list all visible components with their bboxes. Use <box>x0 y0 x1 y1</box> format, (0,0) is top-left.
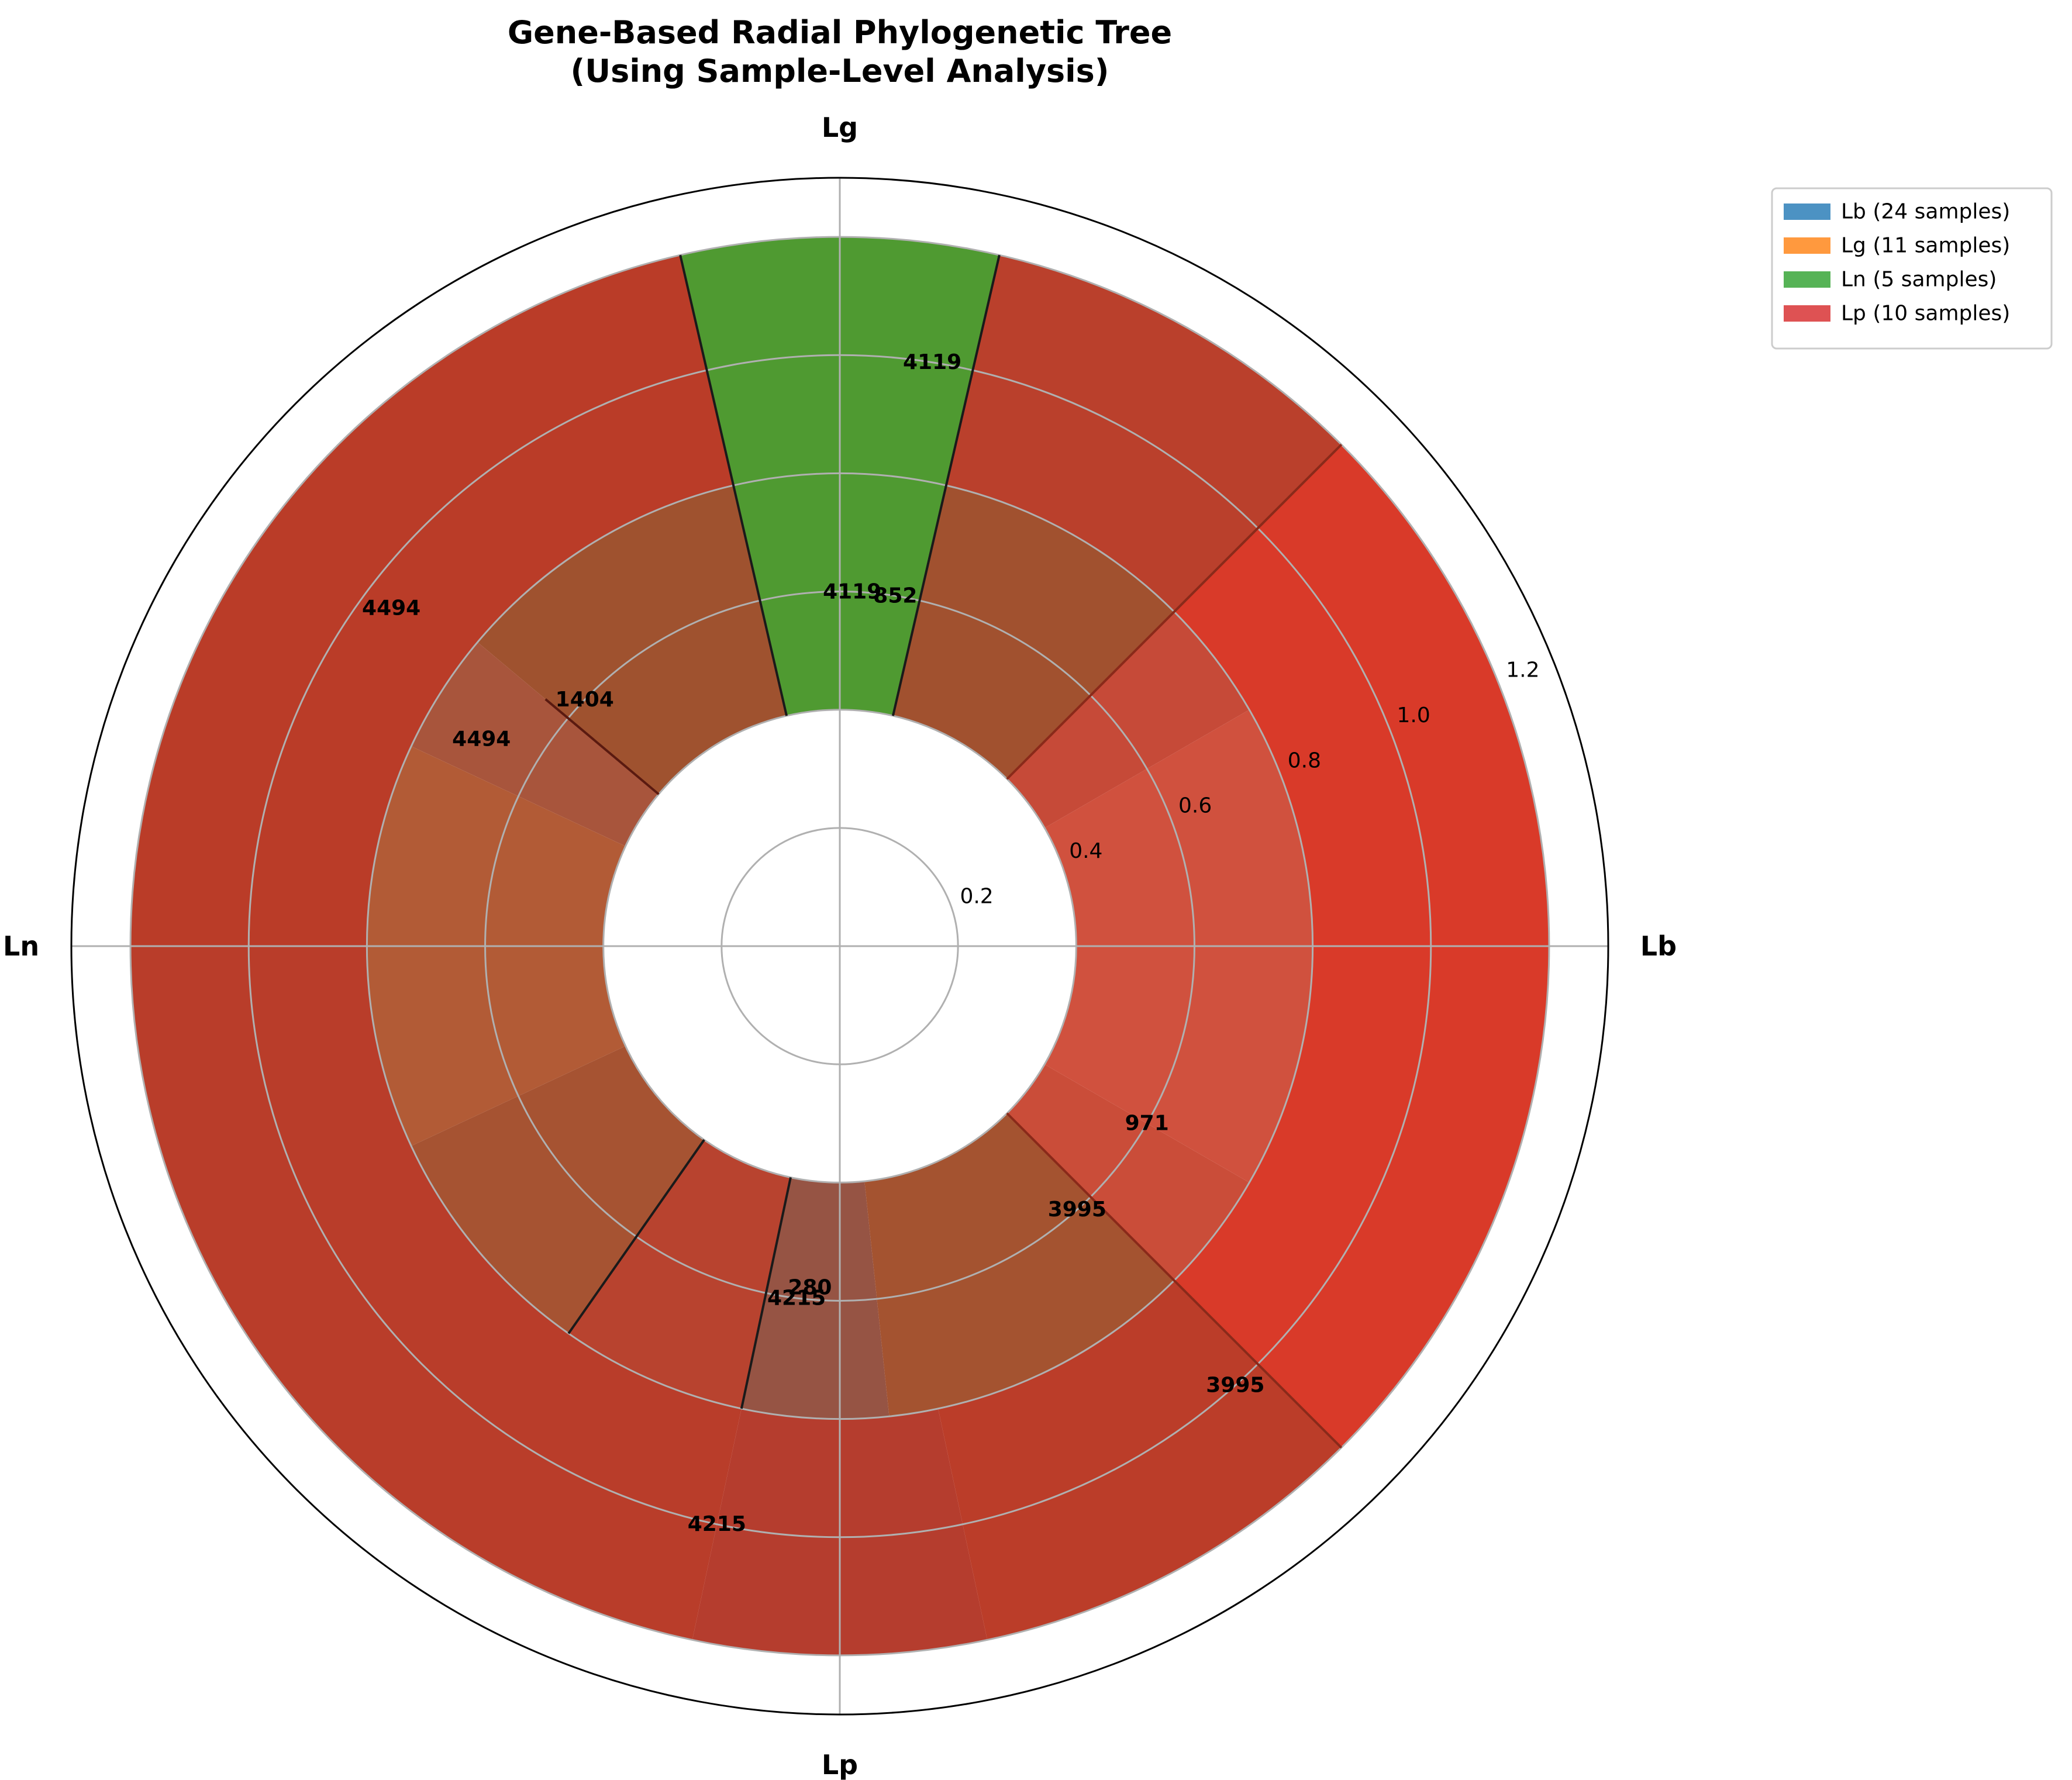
data-label-1: 4119 <box>823 579 881 603</box>
wedge-lg-ln-inner-left <box>477 485 787 795</box>
branch-line-3 <box>544 698 660 795</box>
legend-label-0: Lb (24 samples) <box>1841 200 2010 224</box>
theta-label-lg: Lg <box>822 112 858 143</box>
data-label-2: 852 <box>873 584 917 608</box>
legend-swatch-1 <box>1784 237 1830 254</box>
branch-line-1 <box>892 254 1001 716</box>
r-tick-label-0: 0.2 <box>960 884 993 908</box>
wedge-ln-lp-outer <box>130 946 742 1640</box>
r-tick-label-3: 0.8 <box>1288 748 1321 772</box>
chart-title: Gene-Based Radial Phylogenetic Tree (Usi… <box>508 14 1172 89</box>
wedge-lp-inner-left <box>568 1140 791 1409</box>
r-tick-label-4: 1.0 <box>1397 703 1430 727</box>
legend-swatch-3 <box>1784 305 1830 322</box>
theta-labels-layer: Lb Lg Ln Lp <box>3 112 1677 1780</box>
wedge-lp-lb-outer <box>938 1280 1342 1640</box>
branch-line-5 <box>740 1177 792 1409</box>
legend-label-3: Lp (10 samples) <box>1841 302 2010 326</box>
legend: Lb (24 samples) Lg (11 samples) Ln (5 samp… <box>1771 187 2053 350</box>
wedge-ln-inner-band <box>411 642 659 847</box>
wedge-lb-band-top <box>1006 612 1250 828</box>
grid-layer <box>70 177 1609 1716</box>
wedge-lg-lp-outer-right <box>946 255 1342 612</box>
wedge-lb-band <box>1006 1064 1250 1281</box>
data-label-6: 971 <box>1125 1112 1169 1136</box>
wedge-lg-ln-outer-left <box>130 255 734 946</box>
legend-frame <box>1771 187 2053 350</box>
data-label-9: 4215 <box>767 1286 826 1310</box>
legend-swatch-0 <box>1784 203 1830 220</box>
theta-label-lp: Lp <box>822 1749 858 1780</box>
data-labels-layer: 4119411985244941404449497139953995421528… <box>362 350 1264 1536</box>
theta-label-lb: Lb <box>1640 930 1677 962</box>
branch-line-0 <box>1006 443 1343 780</box>
chart-title-line-2: (Using Sample-Level Analysis) <box>571 53 1109 89</box>
outer-frame-circle <box>70 177 1609 1716</box>
theta-label-ln: Ln <box>3 930 39 962</box>
legend-swatch-2 <box>1784 271 1830 288</box>
data-label-3: 4494 <box>362 596 420 620</box>
wedge-lp-inner-right <box>864 1113 1174 1417</box>
chart-title-line-1: Gene-Based Radial Phylogenetic Tree <box>508 14 1172 51</box>
legend-label-1: Lg (11 samples) <box>1841 234 2010 258</box>
r-tick-label-2: 0.6 <box>1178 794 1212 818</box>
branch-line-6 <box>1006 1112 1343 1449</box>
data-label-7: 3995 <box>1048 1198 1106 1222</box>
branch-line-4 <box>567 1139 705 1334</box>
data-label-0: 4119 <box>903 350 961 374</box>
data-label-4: 1404 <box>556 688 614 712</box>
data-label-8: 3995 <box>1206 1374 1264 1398</box>
branch-line-2 <box>679 254 788 716</box>
wedge-lg-lp-inner-right <box>892 485 1174 779</box>
data-label-11: 4215 <box>688 1512 746 1536</box>
r-tick-labels-layer: 0.2 0.4 0.6 0.8 1.0 1.2 <box>960 658 1539 909</box>
data-label-5: 4494 <box>452 727 511 751</box>
data-label-10: 280 <box>788 1276 832 1300</box>
r-tick-label-5: 1.2 <box>1506 658 1539 682</box>
legend-label-2: Ln (5 samples) <box>1841 268 1997 292</box>
r-tick-label-1: 0.4 <box>1069 839 1102 863</box>
branch-lines-layer <box>544 254 1343 1449</box>
wedge-ln-lp-inner <box>411 1046 705 1334</box>
